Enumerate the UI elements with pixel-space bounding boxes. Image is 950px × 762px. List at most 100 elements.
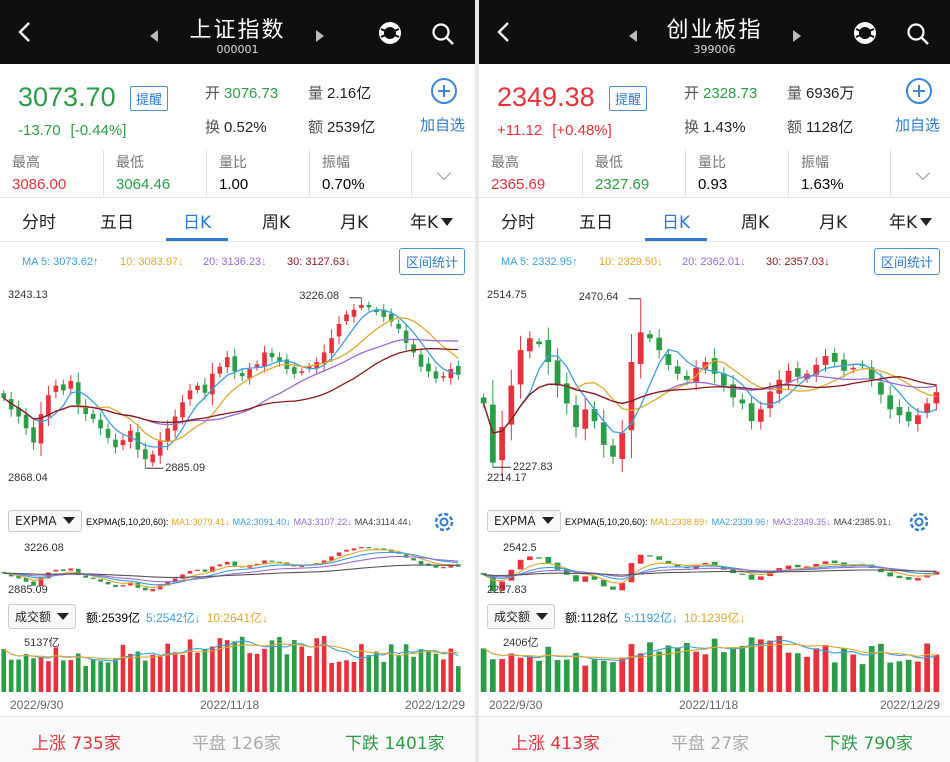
candle-body — [804, 373, 810, 380]
candle-body — [850, 367, 857, 370]
expma-candle — [202, 569, 208, 572]
gear-icon[interactable] — [906, 509, 932, 535]
search-icon[interactable] — [906, 22, 930, 46]
vol-ma10-line — [483, 643, 937, 660]
tab-intraday[interactable]: 分时 — [22, 213, 56, 233]
volume-bar — [105, 662, 111, 692]
volume-bar — [859, 664, 866, 692]
volume-bar — [329, 663, 334, 692]
volume-header: 成交额 额:2539亿 5:2542亿↓ 10:2641亿↓ — [0, 604, 475, 629]
stat-ratio: 量比 1.00 — [206, 150, 306, 196]
expma-chart[interactable] — [479, 538, 944, 600]
amount-value: 1128亿 — [806, 119, 854, 136]
back-arrow-icon[interactable] — [14, 20, 38, 44]
tab-yearly-k[interactable]: 年K — [410, 208, 454, 233]
tab-daily-k[interactable]: 日K — [183, 213, 212, 233]
prev-index-icon[interactable] — [629, 30, 637, 42]
expma-candle — [150, 589, 156, 592]
tab-five-day[interactable]: 五日 — [100, 213, 134, 233]
header-bar: 创业板指 399006 — [479, 0, 950, 64]
volume-bar — [480, 648, 487, 692]
add-watchlist-button[interactable]: 加自选 — [894, 116, 940, 134]
candle-body — [292, 367, 297, 374]
volume-chart[interactable] — [479, 630, 944, 692]
tab-five-day[interactable]: 五日 — [579, 213, 613, 233]
tab-weekly-k[interactable]: 周K — [741, 213, 770, 233]
volume-bar — [637, 653, 644, 692]
volume-bar — [813, 648, 820, 692]
add-watchlist-icon[interactable] — [906, 78, 932, 104]
add-watchlist-icon[interactable] — [431, 78, 457, 104]
low-label: 最低 — [595, 155, 623, 171]
kline-chart[interactable] — [0, 278, 465, 488]
chevron-down-icon[interactable] — [915, 165, 931, 181]
expma-candle — [757, 576, 764, 580]
expma-candle — [210, 566, 215, 573]
volume-bar — [684, 642, 690, 692]
volume-select[interactable]: 成交额 — [8, 604, 77, 629]
range-stats-button[interactable]: 区间统计 — [873, 248, 940, 275]
tab-yearly-k[interactable]: 年K — [889, 208, 933, 233]
chevron-down-icon[interactable] — [436, 165, 452, 181]
tab-monthly-k[interactable]: 月K — [340, 213, 369, 233]
expma-candle — [336, 552, 342, 556]
tab-weekly-k[interactable]: 周K — [262, 213, 291, 233]
ma10-value: 10: 2329.50↓ — [599, 256, 663, 268]
volume-bar — [887, 662, 894, 692]
next-index-icon[interactable] — [793, 30, 801, 42]
brand-logo-icon[interactable] — [852, 20, 878, 46]
back-arrow-icon[interactable] — [493, 20, 517, 44]
brand-logo-icon[interactable] — [377, 20, 403, 46]
candle-body — [610, 445, 616, 457]
expma-candle — [232, 561, 238, 566]
volume-bar — [239, 636, 245, 692]
expma-candle — [619, 583, 626, 591]
expma-candle — [674, 564, 681, 567]
candle-body — [831, 352, 838, 362]
volume-bar — [113, 658, 118, 692]
ma-legend: MA 5: 3073.62↑ 10: 3083.97↓ 20: 3136.23↓… — [0, 250, 475, 274]
alert-button[interactable]: 提醒 — [609, 86, 648, 111]
volume-header: 成交额 额:1128亿 5:1192亿↓ 10:1239亿↓ — [479, 604, 950, 629]
candle-body — [210, 373, 215, 395]
alert-button[interactable]: 提醒 — [130, 86, 169, 111]
expma-candle — [23, 577, 29, 582]
volume-bar — [142, 660, 148, 692]
volume-chart[interactable] — [0, 630, 465, 692]
add-watchlist-button[interactable]: 加自选 — [419, 116, 465, 134]
expma-candle — [329, 556, 334, 561]
indicator-select[interactable]: EXPMA — [8, 510, 82, 532]
candle-body — [813, 364, 820, 375]
volume-values: 额:1128亿 5:1192亿↓ 10:1239亿↓ — [565, 609, 751, 626]
volume-bar — [776, 636, 783, 692]
candle-body — [878, 382, 884, 395]
next-index-icon[interactable] — [316, 30, 324, 42]
ma20-value: 20: 2362.01↓ — [682, 256, 746, 268]
candle-body — [247, 369, 252, 379]
range-stats-button[interactable]: 区间统计 — [398, 248, 465, 275]
expma-candle — [656, 556, 663, 560]
expma-candle — [480, 573, 487, 575]
vol-ma10-line — [3, 643, 459, 660]
turnover-label: 换 — [684, 119, 700, 136]
tab-daily-k[interactable]: 日K — [662, 213, 691, 233]
kline-chart[interactable] — [479, 278, 944, 488]
tab-intraday[interactable]: 分时 — [501, 213, 535, 233]
volume-select[interactable]: 成交额 — [487, 604, 556, 629]
expma-chart[interactable] — [0, 538, 465, 600]
expand-stats[interactable] — [890, 150, 950, 196]
candle-body — [254, 364, 260, 367]
candle-body — [720, 373, 727, 386]
date-mid: 2022/11/18 — [200, 698, 260, 712]
tab-monthly-k[interactable]: 月K — [819, 213, 848, 233]
gear-icon[interactable] — [431, 509, 457, 535]
prev-index-icon[interactable] — [150, 30, 158, 42]
candle-body — [224, 357, 230, 368]
dropdown-icon — [536, 613, 549, 620]
date-mid: 2022/11/18 — [679, 698, 739, 712]
expand-stats[interactable] — [411, 150, 471, 196]
indicator-select[interactable]: EXPMA — [487, 510, 561, 532]
candle-body — [113, 439, 118, 448]
search-icon[interactable] — [431, 22, 455, 46]
expma-candle — [262, 560, 267, 565]
